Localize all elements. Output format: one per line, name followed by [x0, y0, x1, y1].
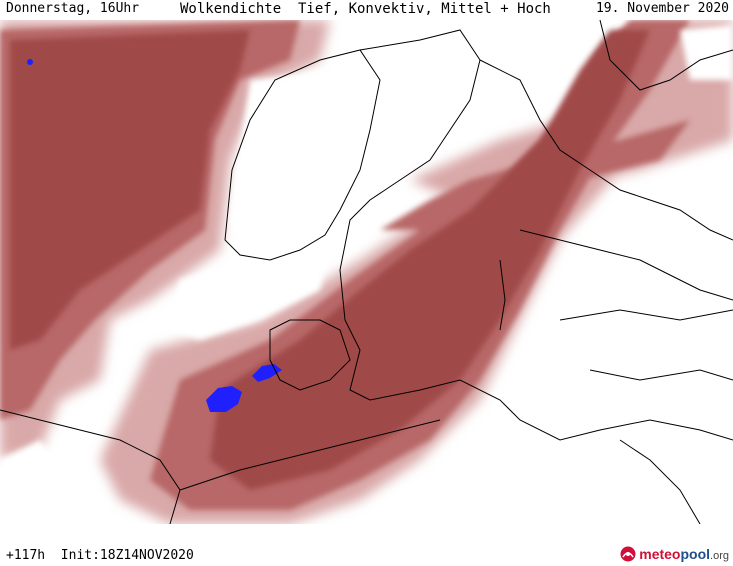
meteopool-logo-icon — [620, 546, 636, 562]
map-header: Donnerstag, 16Uhr Wolkendichte Tief, Kon… — [0, 0, 733, 20]
forecast-day-time: Donnerstag, 16Uhr — [6, 1, 140, 16]
forecast-date: 19. November 2020 — [595, 1, 729, 16]
cloud-density-map — [0, 20, 733, 524]
meteopool-logo[interactable]: meteopool.org — [620, 544, 729, 564]
cloud-layer-dense — [10, 30, 650, 490]
coastlines — [0, 20, 733, 524]
forecast-run-info: +117h Init:18Z14NOV2020 — [6, 548, 194, 563]
map-footer: +117h Init:18Z14NOV2020 meteopool.org — [0, 524, 733, 566]
map-title: Wolkendichte Tief, Konvektiv, Mittel + H… — [180, 1, 551, 17]
clear-sky-areas — [0, 25, 733, 524]
meteopool-logo-text: meteopool.org — [639, 546, 729, 562]
